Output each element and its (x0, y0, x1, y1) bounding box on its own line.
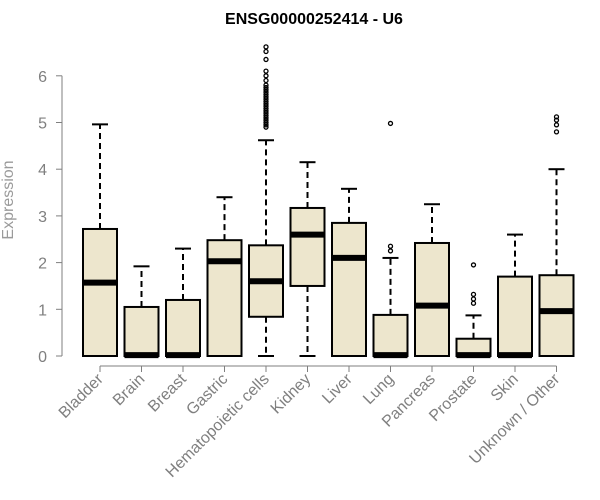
outlier-point (263, 77, 269, 84)
outlier-point (263, 117, 269, 123)
outlier-point (263, 101, 269, 107)
outlier-point (553, 117, 560, 123)
box-group (206, 196, 243, 358)
outlier-point (553, 114, 560, 120)
box-group (82, 123, 118, 357)
outlier-point (553, 129, 560, 135)
outlier-point (263, 94, 269, 100)
box-group (248, 44, 284, 357)
outlier-point (470, 300, 477, 306)
iqr-box (82, 227, 118, 357)
iqr-box (372, 313, 409, 357)
y-axis: 0 1 2 3 4 5 6 (38, 69, 63, 366)
x-tick-label: Bladder (56, 370, 107, 421)
x-tick-label: Skin (488, 371, 522, 405)
outlier-point (263, 110, 269, 116)
box-group (414, 203, 450, 357)
iqr-box (165, 298, 201, 357)
box-group (123, 265, 160, 359)
outlier-point (553, 122, 560, 128)
y-tick-label: 0 (38, 349, 47, 366)
outlier-point (263, 124, 269, 130)
outlier-point (387, 243, 394, 249)
outlier-point (470, 262, 477, 268)
box-group (165, 247, 201, 359)
box-group (331, 187, 367, 357)
box-group (289, 161, 326, 357)
outlier-point (387, 120, 394, 127)
box-group (538, 114, 575, 358)
outlier-point (263, 87, 269, 93)
outlier-point (263, 122, 269, 128)
outlier-point (263, 56, 269, 63)
iqr-box (538, 274, 575, 358)
y-tick-label: 1 (38, 302, 47, 319)
x-tick-label: Lung (360, 371, 397, 408)
x-tick-label: Breast (145, 370, 190, 415)
outlier-point (263, 112, 269, 119)
y-axis-label: Expression (0, 160, 17, 239)
outlier-point (263, 44, 269, 50)
outlier-point (263, 108, 269, 114)
y-tick-label: 4 (38, 162, 47, 179)
y-tick-label: 6 (38, 69, 47, 86)
x-tick-label: Liver (319, 370, 356, 407)
outlier-point (263, 96, 269, 102)
outlier-point (470, 296, 477, 302)
outlier-point (263, 115, 269, 121)
outlier-point (263, 73, 269, 79)
iqr-box (123, 305, 160, 357)
y-tick-label: 2 (38, 256, 47, 273)
box-group (455, 262, 492, 359)
x-tick-label: Brain (110, 371, 148, 409)
iqr-box (497, 275, 533, 357)
outlier-point (470, 291, 477, 298)
outlier-point (387, 248, 394, 254)
box-group (497, 233, 533, 359)
chart-title: ENSG00000252414 - U6 (225, 11, 403, 28)
outlier-point (263, 89, 269, 95)
iqr-box (414, 241, 450, 357)
outlier-point (263, 68, 269, 74)
outlier-point (263, 91, 269, 98)
box-group (372, 120, 409, 359)
outlier-point (263, 84, 269, 91)
outlier-point (263, 105, 269, 112)
outlier-point (263, 98, 269, 105)
outlier-point (263, 119, 269, 126)
iqr-box (289, 206, 326, 287)
outlier-point (263, 48, 269, 55)
x-tick-label: Kidney (268, 371, 315, 418)
outlier-point (263, 103, 269, 109)
y-tick-label: 5 (38, 116, 47, 133)
boxes (82, 44, 575, 359)
y-tick-label: 3 (38, 209, 47, 226)
iqr-box (331, 221, 367, 357)
outlier-point (263, 82, 269, 88)
iqr-box (206, 239, 243, 358)
